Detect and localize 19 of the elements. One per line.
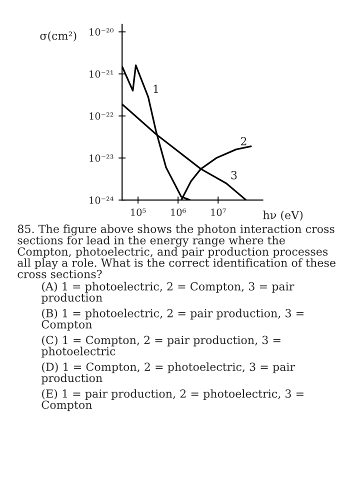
text: (A) 1 = photoelectric, 2 = Compton, 3 = pair production [41, 282, 294, 304]
x-tick-label: 10⁶ [171, 208, 186, 216]
series-label: 3 [231, 170, 237, 180]
y-tick-label: 10⁻²⁴ [90, 196, 114, 204]
text: (B) 1 = photoelectric, 2 = pair production, 3 = Compton [42, 308, 304, 331]
y-tick-label: 10⁻²⁰ [90, 28, 114, 36]
x-tick-label: 10⁷ [211, 208, 226, 216]
y-tick-label: 10⁻²¹ [90, 70, 114, 78]
x-tick-label: 10⁵ [131, 208, 146, 216]
series-label: 2 [240, 137, 246, 146]
y-tick-label: 10⁻²² [90, 112, 114, 120]
series-label: 1 [154, 84, 158, 93]
y-axis-title: σ(cm²) [40, 31, 76, 42]
x-axis-title: hν (eV) [263, 210, 303, 221]
text: (E) 1 = pair production, 2 = photoelectric, 3 = Compton [42, 389, 304, 412]
text: (C) 1 = Compton, 2 = pair production, 3 = photoelectric [41, 336, 280, 358]
text: (D) 1 = Compton, 2 = photoelectric, 3 = pair production [41, 362, 296, 384]
y-tick-label: 10⁻²³ [90, 154, 114, 162]
text: 85. The figure above shows the photon interaction cross sections for lead in the energy range where the Compton, photoelectric, and pair production processes all play a role. What is the correct identification of these cross sections? [18, 224, 336, 278]
